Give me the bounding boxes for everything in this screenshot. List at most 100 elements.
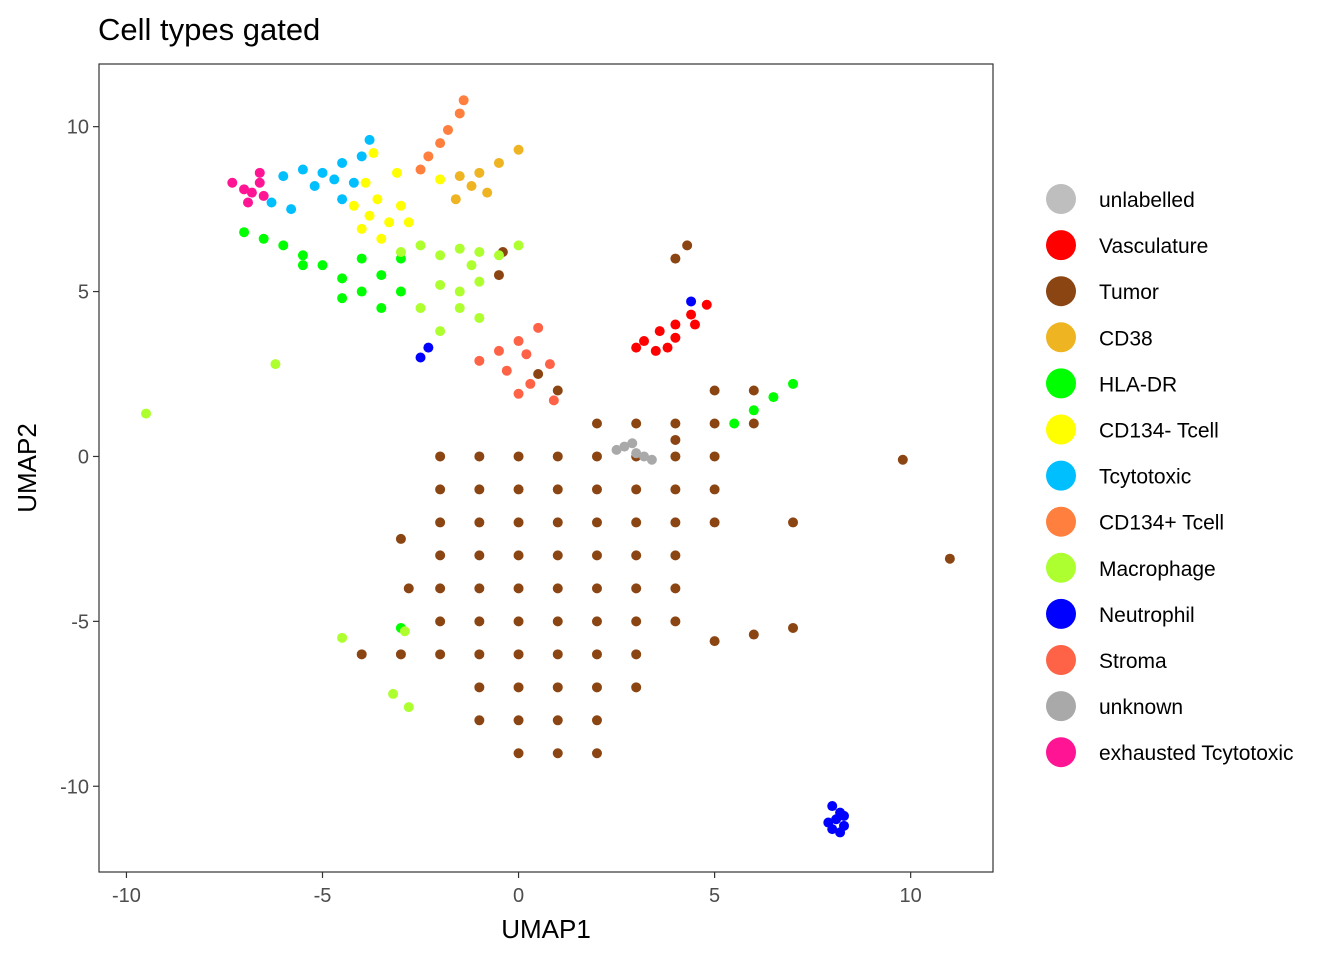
point-macrophage xyxy=(415,303,426,314)
point-tumor xyxy=(709,385,720,396)
point-hla-dr xyxy=(356,253,367,264)
point-tumor xyxy=(709,451,720,462)
point-tumor xyxy=(591,616,602,627)
point-tumor xyxy=(552,748,563,759)
point-cd38 xyxy=(450,194,461,205)
point-neutrophil xyxy=(827,801,838,812)
point-tumor xyxy=(591,550,602,561)
x-tick-label: -5 xyxy=(314,885,332,907)
point-neutrophil xyxy=(415,352,426,363)
point-hla-dr xyxy=(788,378,799,389)
point-tumor xyxy=(670,616,681,627)
series-unknown xyxy=(611,438,657,465)
point-tumor xyxy=(748,418,759,429)
legend-item-cd134-tcell: CD134+ Tcell xyxy=(1046,506,1224,537)
point-cd134-tcell xyxy=(423,151,434,162)
point-tcytotoxic xyxy=(348,177,359,188)
point-macrophage xyxy=(388,688,399,699)
series-exhausted-tcytotoxic xyxy=(227,167,269,208)
point-tumor xyxy=(748,385,759,396)
point-tcytotoxic xyxy=(309,181,320,192)
point-cd134-tcell xyxy=(392,167,402,178)
legend-label: CD134+ Tcell xyxy=(1099,512,1224,535)
point-tumor xyxy=(493,270,504,281)
legend-item-macrophage: Macrophage xyxy=(1046,552,1216,583)
point-tumor xyxy=(435,649,446,660)
point-vasculature xyxy=(690,319,700,330)
point-tumor xyxy=(513,583,524,594)
point-macrophage xyxy=(466,260,477,271)
point-cd134-tcell xyxy=(372,194,383,205)
x-axis: -10 -5 0 5 10 xyxy=(112,872,922,907)
point-tumor xyxy=(631,484,642,495)
point-tumor xyxy=(709,517,720,528)
legend-key xyxy=(1046,506,1076,537)
legend-key xyxy=(1046,368,1076,399)
point-unknown xyxy=(631,448,642,459)
point-tumor xyxy=(552,484,563,495)
point-exhausted-tcytotoxic xyxy=(254,167,265,178)
point-hla-dr xyxy=(258,233,269,244)
point-cd134-tcell xyxy=(364,210,375,221)
point-cd134-tcell xyxy=(368,148,379,159)
point-stroma xyxy=(548,395,559,406)
legend-label: CD38 xyxy=(1099,327,1153,350)
point-vasculature xyxy=(650,345,661,356)
point-macrophage xyxy=(395,246,406,257)
legend-key xyxy=(1046,414,1076,445)
point-tumor xyxy=(395,533,406,544)
point-tumor xyxy=(533,369,544,380)
legend-key xyxy=(1046,460,1076,491)
point-stroma xyxy=(513,336,524,347)
legend-label: Vasculature xyxy=(1099,235,1208,258)
point-tumor xyxy=(435,451,446,462)
point-tumor xyxy=(709,484,720,495)
point-tumor xyxy=(670,434,681,445)
point-tumor xyxy=(435,616,446,627)
point-macrophage xyxy=(513,240,524,251)
legend-key xyxy=(1046,322,1076,353)
point-tcytotoxic xyxy=(317,167,328,178)
y-axis: 10 5 0 -5 -10 xyxy=(60,117,99,798)
point-macrophage xyxy=(493,250,504,261)
point-cd38 xyxy=(466,181,477,192)
point-stroma xyxy=(521,349,532,360)
point-tumor xyxy=(552,649,563,660)
point-tumor xyxy=(897,454,908,465)
point-tumor xyxy=(356,649,367,660)
point-tumor xyxy=(631,550,642,561)
point-cd38 xyxy=(454,171,465,182)
point-tumor xyxy=(631,517,642,528)
point-tumor xyxy=(670,484,681,495)
point-macrophage xyxy=(270,359,281,370)
point-tumor xyxy=(435,517,446,528)
point-tumor xyxy=(513,748,524,759)
point-macrophage xyxy=(403,702,414,713)
point-exhausted-tcytotoxic xyxy=(246,187,257,198)
point-macrophage xyxy=(454,243,465,254)
point-tumor xyxy=(591,583,602,594)
point-tcytotoxic xyxy=(356,151,367,162)
series-cd134-tcell xyxy=(348,148,446,244)
point-tcytotoxic xyxy=(329,174,340,185)
point-unknown xyxy=(646,454,657,465)
series-cd38 xyxy=(450,144,524,205)
point-tumor xyxy=(631,583,642,594)
legend-key xyxy=(1046,184,1076,214)
point-cd38 xyxy=(482,187,493,198)
point-hla-dr xyxy=(395,286,406,297)
y-axis-title: UMAP2 xyxy=(12,423,42,513)
point-tcytotoxic xyxy=(278,171,289,182)
point-hla-dr xyxy=(376,270,387,281)
legend-item-tumor: Tumor xyxy=(1046,276,1159,307)
point-unknown xyxy=(639,451,650,462)
point-macrophage xyxy=(435,326,446,337)
point-tumor xyxy=(403,583,414,594)
y-tick-label: 0 xyxy=(78,446,89,468)
series-neutrophil xyxy=(415,296,849,838)
point-cd134-tcell xyxy=(360,177,371,188)
point-tumor xyxy=(788,622,799,633)
legend-label: HLA-DR xyxy=(1099,373,1177,396)
legend-key xyxy=(1046,737,1076,768)
